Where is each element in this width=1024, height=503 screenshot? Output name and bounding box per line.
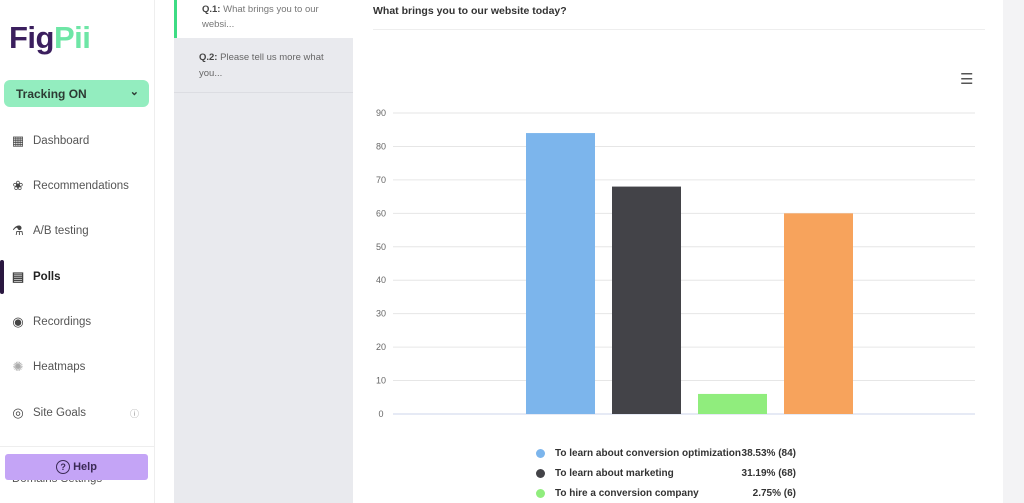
legend-label: To learn about marketing [555,468,674,479]
legend-marker [536,469,545,478]
sidebar-item-polls[interactable]: ▤ Polls [0,260,155,294]
tracking-dropdown[interactable]: Tracking ON ⌄ [4,80,149,107]
y-tick-label: 80 [376,141,386,151]
flask-icon: ⚗ [12,223,24,238]
y-tick-label: 0 [378,409,383,419]
bar[interactable] [698,393,767,414]
legend-item[interactable]: To learn about marketing 31.19% (68) [536,468,796,479]
record-icon: ◉ [12,314,24,329]
y-tick-label: 60 [376,208,386,218]
question-icon: ? [56,460,71,474]
target-icon: ◎ [12,405,24,420]
y-tick-label: 50 [376,242,386,252]
legend-value: 38.53% (84) [741,448,796,459]
legend-marker [536,489,545,498]
figpii-logo[interactable]: FigPii [9,20,91,55]
legend-item[interactable]: To learn about conversion optimization 38… [536,448,796,459]
heatmap-icon: ✺ [12,359,24,374]
y-tick-label: 40 [376,275,386,285]
brain-icon: ❀ [12,178,24,193]
legend-item[interactable]: To hire a conversion company 2.75% (6) [536,488,796,499]
sidebar-item-recommendations[interactable]: ❀ Recommendations [0,171,155,201]
question-item-2[interactable]: Q.2: Please tell us more what you... [174,38,353,93]
legend-label: To hire a conversion company [555,488,699,499]
scrollbar-track[interactable] [1003,0,1024,503]
y-tick-label: 30 [376,309,386,319]
sidebar: FigPii Tracking ON ⌄ ▦ Dashboard ❀ Recommen… [0,0,155,503]
legend-value: 2.75% (6) [752,488,796,499]
help-button[interactable]: ? Help [5,454,148,480]
legend-marker [536,449,545,458]
bar[interactable] [526,133,595,415]
sidebar-item-dashboard[interactable]: ▦ Dashboard [11,133,90,148]
info-icon[interactable]: ⓘ [129,408,139,419]
chart-area: What brings you to our website today? ☰ … [353,0,1003,503]
dashboard-icon: ▦ [11,133,25,148]
question-item-1[interactable]: Q.1: What brings you to our websi... [174,0,353,38]
divider [0,446,155,447]
bar-chart: 0 10 20 30 40 50 60 70 80 90 [376,108,975,419]
bar[interactable] [784,213,853,414]
bar[interactable] [612,186,681,414]
divider [373,29,985,30]
y-tick-label: 20 [376,342,386,352]
sidebar-item-site-goals[interactable]: ◎ Site Goals ⓘ [0,398,155,428]
chart-menu-icon[interactable]: ☰ [960,71,974,88]
y-tick-label: 90 [376,108,386,118]
chart-title: What brings you to our website today? [373,5,567,17]
sidebar-item-ab-testing[interactable]: ⚗ A/B testing [0,216,155,246]
sidebar-item-recordings[interactable]: ◉ Recordings [0,307,155,337]
y-tick-label: 10 [376,376,386,386]
chevron-down-icon: ⌄ [129,86,139,98]
y-tick-label: 70 [376,175,386,185]
sidebar-item-heatmaps[interactable]: ✺ Heatmaps [0,352,155,382]
questions-panel: Q.1: What brings you to our websi... Q.2… [174,0,353,503]
legend-label: To learn about conversion optimization [555,448,741,459]
poll-icon: ▤ [11,269,25,284]
legend-value: 31.19% (68) [741,468,796,479]
